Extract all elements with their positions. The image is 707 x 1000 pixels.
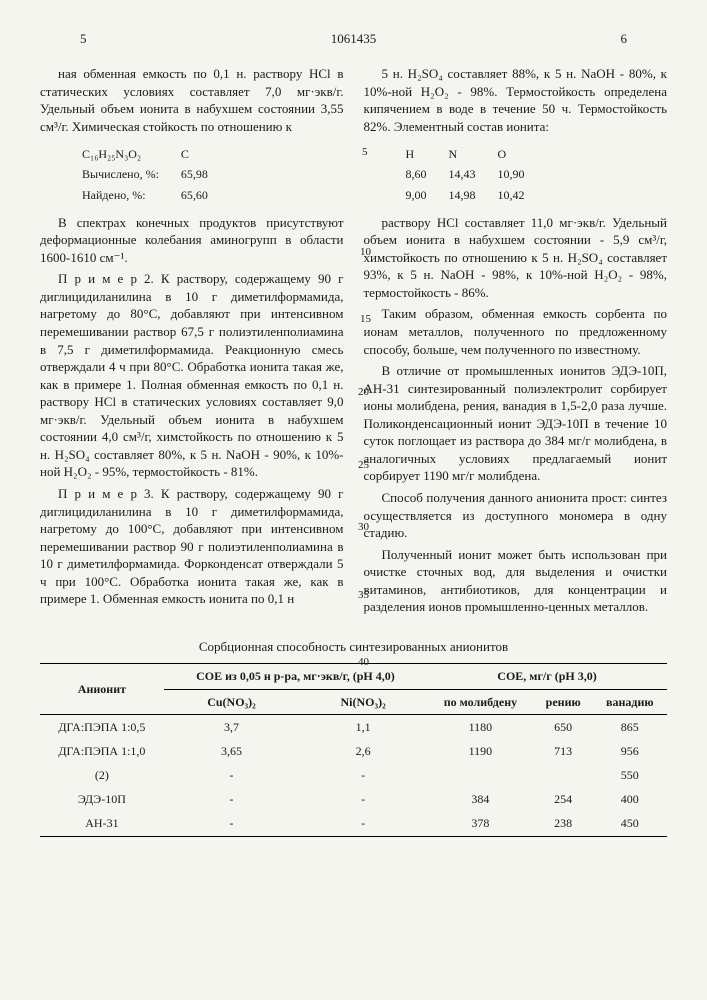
paragraph: Таким образом, обменная емкость сорбента… bbox=[364, 305, 668, 358]
line-number: 20 bbox=[358, 385, 369, 400]
line-number: 30 bbox=[358, 520, 369, 535]
page-header: 5 1061435 6 bbox=[40, 30, 667, 50]
line-number: 15 bbox=[360, 312, 371, 327]
elem-val: 10,90 bbox=[488, 165, 535, 183]
cell: 238 bbox=[534, 811, 593, 836]
cell: 1,1 bbox=[299, 714, 427, 739]
cell: 384 bbox=[427, 787, 534, 811]
paragraph: В отличие от промышленных ионитов ЭДЭ-10… bbox=[364, 362, 668, 485]
page-number-right: 6 bbox=[621, 30, 628, 48]
cell: 650 bbox=[534, 714, 593, 739]
cell: ЭДЭ-10П bbox=[40, 787, 164, 811]
calc-value: 65,98 bbox=[171, 165, 218, 183]
paragraph: Полученный ионит может быть использован … bbox=[364, 546, 668, 616]
cell: ДГА:ПЭПА 1:1,0 bbox=[40, 739, 164, 763]
cell: - bbox=[299, 763, 427, 787]
table-title: Сорбционная способность синтезированных … bbox=[40, 638, 667, 656]
cell: 450 bbox=[593, 811, 667, 836]
cell: 550 bbox=[593, 763, 667, 787]
element-table: H N O 8,60 14,43 10,90 9,00 14,98 10,42 bbox=[394, 143, 537, 206]
table-row: ЭДЭ-10П - - 384 254 400 bbox=[40, 787, 667, 811]
formula-cell: C₁₆H₂₅N₃O₂ bbox=[72, 145, 169, 163]
calc-table: C₁₆H₂₅N₃O₂ C Вычислено, %: 65,98 Найдено… bbox=[70, 143, 220, 206]
paragraph: В спектрах конечных продуктов присутству… bbox=[40, 214, 344, 267]
table-row: ДГА:ПЭПА 1:0,5 3,7 1,1 1180 650 865 bbox=[40, 714, 667, 739]
cell: 400 bbox=[593, 787, 667, 811]
cell bbox=[534, 763, 593, 787]
c-label: C bbox=[171, 145, 218, 163]
col-soe1: СОЕ из 0,05 н р-ра, мг·экв/г, (pH 4,0) bbox=[164, 664, 427, 689]
calc-label: Вычислено, %: bbox=[72, 165, 169, 183]
line-number: 10 bbox=[360, 245, 371, 260]
cell: 378 bbox=[427, 811, 534, 836]
cell: - bbox=[164, 787, 299, 811]
text-columns: ная обменная емкость по 0,1 н. раствору … bbox=[40, 65, 667, 620]
line-number: 25 bbox=[358, 458, 369, 473]
paragraph: ная обменная емкость по 0,1 н. раствору … bbox=[40, 65, 344, 135]
paragraph: раствору HCl составляет 11,0 мг·экв/г. У… bbox=[364, 214, 668, 302]
line-number: 35 bbox=[358, 588, 369, 603]
page-number-left: 5 bbox=[80, 30, 87, 48]
cell: 2,6 bbox=[299, 739, 427, 763]
col-ni: Ni(NO₃)₂ bbox=[299, 689, 427, 714]
line-number: 5 bbox=[362, 145, 368, 160]
calc-label: Найдено, %: bbox=[72, 186, 169, 204]
col-anionite: Анионит bbox=[40, 664, 164, 714]
paragraph: 5 н. H₂SO₄ составляет 88%, к 5 н. NaOH -… bbox=[364, 65, 668, 135]
calc-value: 65,60 bbox=[171, 186, 218, 204]
col-soe2: СОЕ, мг/г (pH 3,0) bbox=[427, 664, 667, 689]
cell: 3,7 bbox=[164, 714, 299, 739]
cell: (2) bbox=[40, 763, 164, 787]
cell: - bbox=[299, 811, 427, 836]
cell: 1180 bbox=[427, 714, 534, 739]
left-column: ная обменная емкость по 0,1 н. раствору … bbox=[40, 65, 344, 620]
elem-val: 14,98 bbox=[439, 186, 486, 204]
table-row: ДГА:ПЭПА 1:1,0 3,65 2,6 1190 713 956 bbox=[40, 739, 667, 763]
cell: - bbox=[164, 763, 299, 787]
cell: 956 bbox=[593, 739, 667, 763]
paragraph: Способ получения данного анионита прост:… bbox=[364, 489, 668, 542]
col-cu: Cu(NO₃)₂ bbox=[164, 689, 299, 714]
cell: ДГА:ПЭПА 1:0,5 bbox=[40, 714, 164, 739]
table-row: АН-31 - - 378 238 450 bbox=[40, 811, 667, 836]
cell bbox=[427, 763, 534, 787]
cell: 713 bbox=[534, 739, 593, 763]
elem-val: 9,00 bbox=[396, 186, 437, 204]
col-mo: по молибдену bbox=[427, 689, 534, 714]
sorption-table: Анионит СОЕ из 0,05 н р-ра, мг·экв/г, (p… bbox=[40, 663, 667, 836]
elem-val: 10,42 bbox=[488, 186, 535, 204]
elem-o: O bbox=[488, 145, 535, 163]
paragraph: П р и м е р 3. К раствору, содержащему 9… bbox=[40, 485, 344, 608]
elem-val: 8,60 bbox=[396, 165, 437, 183]
cell: АН-31 bbox=[40, 811, 164, 836]
document-number: 1061435 bbox=[331, 30, 377, 48]
table-row: (2) - - 550 bbox=[40, 763, 667, 787]
paragraph: П р и м е р 2. К раствору, содержащему 9… bbox=[40, 270, 344, 481]
cell: - bbox=[299, 787, 427, 811]
col-va: ванадию bbox=[593, 689, 667, 714]
cell: 254 bbox=[534, 787, 593, 811]
cell: 865 bbox=[593, 714, 667, 739]
table-body: ДГА:ПЭПА 1:0,5 3,7 1,1 1180 650 865 ДГА:… bbox=[40, 714, 667, 836]
elem-h: H bbox=[396, 145, 437, 163]
elem-val: 14,43 bbox=[439, 165, 486, 183]
cell: - bbox=[164, 811, 299, 836]
col-re: рению bbox=[534, 689, 593, 714]
cell: 1190 bbox=[427, 739, 534, 763]
line-number: 40 bbox=[358, 655, 369, 670]
elem-n: N bbox=[439, 145, 486, 163]
right-column: 5 н. H₂SO₄ составляет 88%, к 5 н. NaOH -… bbox=[364, 65, 668, 620]
cell: 3,65 bbox=[164, 739, 299, 763]
